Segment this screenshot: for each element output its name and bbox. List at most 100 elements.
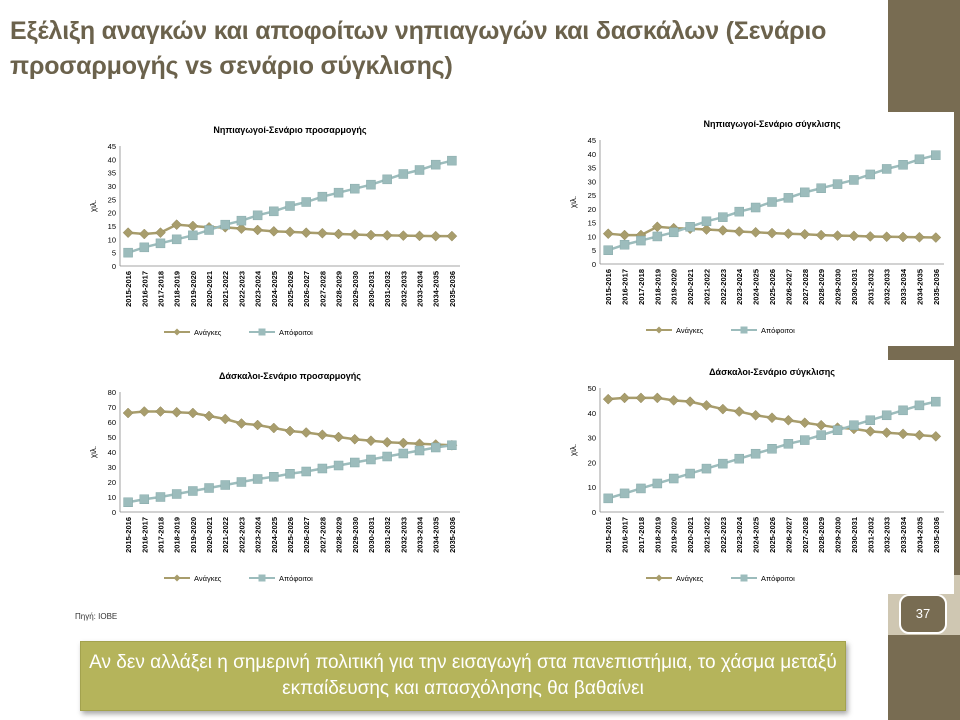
x-tick-label: 2016-2017 — [621, 517, 630, 553]
y-tick-label: 25 — [588, 191, 596, 200]
x-tick-label: 2020-2021 — [686, 269, 695, 305]
x-tick-label: 2033-2034 — [416, 270, 425, 307]
graduates-point — [252, 210, 263, 221]
y-tick-label: 35 — [108, 169, 116, 178]
y-axis-label: χιλ. — [89, 446, 98, 458]
y-tick-label: 10 — [588, 232, 596, 241]
x-tick-label: 2019-2020 — [670, 269, 679, 305]
needs-point — [317, 227, 328, 239]
needs-point — [397, 230, 409, 241]
chart-title: Δάσκαλοι-Σενάριο προσαρμογής — [219, 371, 361, 381]
graduates-point — [236, 477, 247, 487]
legend-needs-marker — [173, 574, 181, 582]
x-tick-label: 2023-2024 — [735, 268, 744, 305]
x-tick-label: 2015-2016 — [604, 269, 613, 305]
needs-point — [864, 231, 876, 242]
y-tick-label: 40 — [108, 155, 116, 164]
y-tick-label: 10 — [108, 493, 116, 502]
graduates-point — [171, 234, 182, 245]
x-tick-label: 2028-2029 — [817, 269, 826, 305]
graduates-point — [139, 242, 150, 253]
needs-point — [268, 422, 280, 434]
needs-point — [122, 227, 134, 239]
graduates-point — [317, 463, 328, 474]
graduates-point — [783, 193, 794, 203]
x-tick-label: 2032-2033 — [883, 517, 892, 553]
graduates-point — [398, 448, 409, 459]
x-tick-label: 2017-2018 — [156, 517, 165, 553]
x-tick-label: 2017-2018 — [637, 517, 646, 553]
graduates-point — [898, 160, 908, 170]
x-tick-label: 2031-2032 — [383, 517, 392, 553]
needs-point — [897, 231, 909, 243]
needs-point — [930, 232, 942, 243]
needs-point — [733, 226, 745, 237]
graduates-point — [301, 197, 311, 207]
needs-point — [446, 230, 458, 242]
legend-label: Απόφοιτοι — [761, 574, 795, 583]
legend-label: Ανάγκες — [194, 328, 222, 337]
graduates-point — [414, 445, 425, 456]
y-axis-label: χιλ. — [569, 196, 578, 208]
needs-point — [317, 429, 328, 441]
graduates-point — [155, 238, 166, 249]
needs-point — [766, 412, 778, 424]
x-tick-label: 2023-2024 — [735, 516, 744, 553]
graduates-point — [398, 169, 409, 179]
needs-point — [430, 230, 442, 242]
x-tick-label: 2034-2035 — [432, 271, 441, 307]
x-tick-label: 2021-2022 — [221, 271, 230, 307]
needs-point — [897, 428, 909, 440]
needs-point — [252, 419, 263, 431]
needs-point — [397, 437, 409, 449]
needs-point — [914, 231, 925, 243]
graduates-point — [668, 227, 679, 238]
x-tick-label: 2028-2029 — [335, 517, 344, 553]
graduates-point — [636, 483, 646, 494]
y-tick-label: 20 — [108, 209, 116, 218]
y-axis-label: χιλ. — [89, 200, 98, 212]
graduates-point — [220, 219, 230, 230]
x-tick-label: 2025-2026 — [286, 517, 295, 553]
x-tick-label: 2015-2016 — [604, 517, 613, 553]
needs-point — [138, 228, 150, 240]
x-tick-label: 2021-2022 — [702, 517, 711, 553]
x-tick-label: 2017-2018 — [156, 271, 165, 307]
y-tick-label: 0 — [592, 260, 596, 269]
needs-point — [717, 403, 729, 415]
needs-point — [171, 219, 183, 231]
needs-point — [349, 229, 361, 240]
graduates-point — [430, 159, 441, 170]
y-tick-label: 20 — [588, 458, 596, 467]
x-tick-label: 2018-2019 — [173, 271, 182, 307]
graduates-point — [718, 458, 728, 469]
x-tick-label: 2027-2028 — [801, 269, 810, 305]
x-tick-label: 2016-2017 — [140, 271, 149, 307]
chart-title: Νηπιαγωγοί-Σενάριο σύγκλισης — [703, 119, 840, 129]
legend-label: Απόφοιτοι — [761, 326, 795, 335]
graduates-point — [171, 489, 182, 499]
graduates-point — [188, 230, 198, 241]
legend-label: Απόφοιτοι — [279, 328, 313, 337]
x-tick-label: 2018-2019 — [173, 517, 182, 553]
graduates-point — [285, 469, 295, 479]
x-tick-label: 2026-2027 — [784, 269, 793, 305]
graduates-point — [619, 239, 630, 250]
graduates-point — [800, 435, 810, 445]
page-number: 37 — [899, 594, 947, 634]
y-tick-label: 5 — [112, 249, 116, 258]
needs-point — [815, 419, 827, 431]
legend-graduates-marker — [740, 326, 748, 334]
chart-title: Νηπιαγωγοί-Σενάριο προσαρμογής — [213, 125, 367, 135]
x-tick-label: 2019-2020 — [670, 517, 679, 553]
graduates-point — [139, 494, 150, 504]
x-tick-label: 2034-2035 — [915, 517, 924, 553]
graduates-point — [382, 451, 392, 462]
x-tick-label: 2016-2017 — [621, 269, 630, 305]
y-tick-label: 80 — [108, 388, 116, 397]
x-tick-label: 2034-2035 — [915, 269, 924, 305]
x-tick-label: 2025-2026 — [768, 269, 777, 305]
needs-point — [236, 223, 247, 235]
y-tick-label: 15 — [588, 219, 596, 228]
x-tick-label: 2015-2016 — [124, 271, 133, 307]
